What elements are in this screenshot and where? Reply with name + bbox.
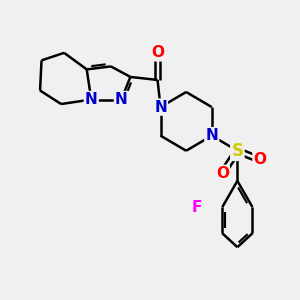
Text: N: N — [206, 128, 218, 143]
Text: S: S — [231, 142, 243, 160]
Text: N: N — [85, 92, 98, 107]
Text: O: O — [151, 45, 164, 60]
Text: O: O — [216, 166, 229, 181]
Text: N: N — [154, 100, 167, 115]
Text: N: N — [115, 92, 128, 107]
Text: F: F — [191, 200, 202, 214]
Text: O: O — [254, 152, 266, 167]
